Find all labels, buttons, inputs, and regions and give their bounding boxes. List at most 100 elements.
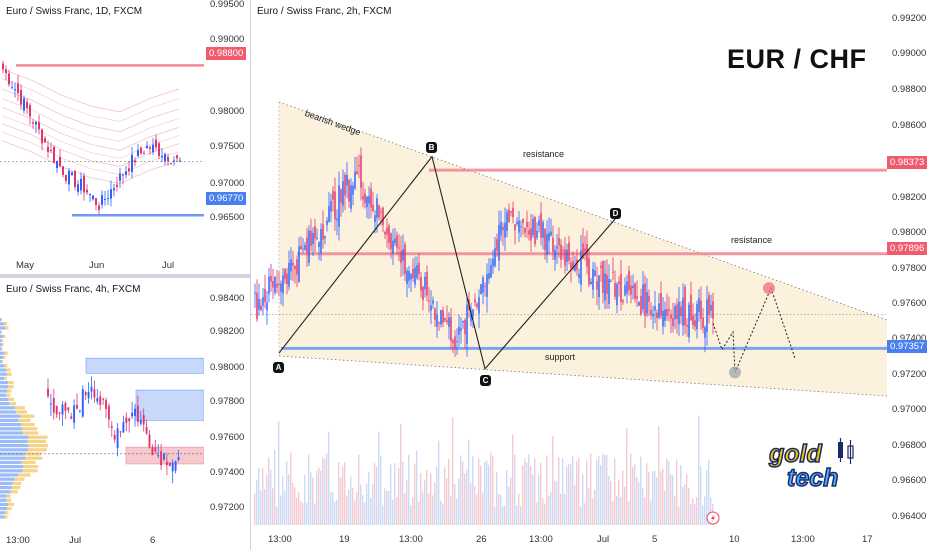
h2-chart-pane[interactable]: Euro / Swiss Franc, 2h, FXCM EUR / CHF b…: [251, 0, 887, 530]
h2-time-axis[interactable]: 13:00 19 13:00 26 13:00 Jul 5 10 13:00 1…: [251, 530, 887, 550]
volume-bar: [572, 456, 574, 525]
candle-body: [472, 309, 474, 316]
daily-chart-pane[interactable]: Euro / Swiss Franc, 1D, FXCM: [0, 0, 204, 272]
candle-body: [61, 404, 64, 415]
volume-profile-bar: [6, 498, 12, 502]
volume-bar: [298, 491, 300, 525]
candle-body: [542, 222, 544, 238]
volume-bar: [422, 491, 424, 525]
candle-body: [520, 226, 522, 228]
candle-body: [418, 262, 420, 274]
volume-bar: [256, 479, 258, 525]
volume-bar: [528, 454, 530, 525]
candle-body: [364, 193, 366, 204]
candle-body: [145, 426, 148, 434]
h4-y-tick: 0.98000: [210, 362, 245, 373]
pane-separator-vertical[interactable]: [250, 0, 251, 550]
volume-bar: [284, 490, 286, 525]
candle-body: [604, 273, 606, 301]
h2-y-tick: 0.98000: [892, 227, 927, 238]
candle-body: [296, 259, 298, 275]
candle-body: [430, 305, 432, 311]
candle-body: [596, 280, 598, 290]
candle-body: [712, 301, 714, 319]
h2-y-tick: 0.97000: [892, 404, 927, 415]
volume-profile-bar: [0, 372, 8, 376]
candle-body: [598, 275, 600, 298]
volume-profile-bar: [0, 418, 19, 422]
candle-body: [626, 281, 628, 294]
volume-bar: [678, 506, 680, 525]
candle-body: [408, 271, 410, 281]
candle-body: [478, 297, 480, 314]
pane-separator[interactable]: [0, 274, 250, 278]
candle-body: [664, 309, 666, 321]
volume-profile-bar: [4, 351, 8, 355]
volume-bar: [418, 501, 420, 525]
volume-bar: [476, 494, 478, 525]
volume-profile-bar: [0, 435, 29, 439]
volume-bar: [452, 417, 454, 525]
candle-body: [86, 189, 88, 193]
volume-bar: [378, 431, 380, 525]
moving-average-ribbon: [1, 98, 180, 142]
volume-bar: [670, 474, 672, 525]
candle-body: [58, 412, 61, 414]
h2-y-tick: 0.96800: [892, 440, 927, 451]
candle-body: [652, 313, 654, 317]
moving-average-ribbon: [1, 88, 180, 133]
candle-body: [694, 320, 696, 327]
volume-profile-bar: [0, 334, 4, 338]
h4-price-axis[interactable]: 0.98400 0.98200 0.98000 0.97800 0.97600 …: [204, 278, 250, 536]
volume-bar: [364, 502, 366, 525]
volume-bar: [638, 481, 640, 525]
candle-body: [532, 218, 534, 236]
volume-profile-bar: [0, 456, 26, 460]
lightning-icon[interactable]: [706, 511, 720, 525]
candle-body: [151, 447, 154, 456]
candle-body: [62, 166, 64, 175]
volume-profile-bar: [15, 406, 26, 410]
point-d-label: D: [610, 208, 621, 219]
candle-body: [682, 297, 684, 326]
candle-body: [254, 292, 256, 294]
volume-bar: [526, 462, 528, 525]
candle-body: [642, 284, 644, 310]
volume-profile-bar: [0, 439, 28, 443]
candle-body: [446, 320, 448, 323]
candle-body: [47, 146, 49, 152]
volume-profile-bar: [20, 414, 35, 418]
candle-body: [356, 171, 358, 175]
daily-price-axis[interactable]: 0.99500 0.99000 0.98000 0.97500 0.97000 …: [204, 0, 250, 272]
candle-body: [177, 457, 180, 460]
h4-chart-pane[interactable]: Euro / Swiss Franc, 4h, FXCM: [0, 278, 204, 536]
volume-bar: [672, 475, 674, 525]
volume-bar: [482, 492, 484, 525]
candle-body: [122, 422, 125, 433]
candle-body: [600, 265, 602, 268]
volume-bar: [396, 496, 398, 525]
volume-profile-bar: [22, 465, 39, 469]
candle-body: [610, 281, 612, 283]
candle-body: [354, 171, 356, 189]
volume-bar: [460, 455, 462, 525]
h4-supply-zone: [135, 389, 204, 421]
wedge-lower-trendline: [278, 355, 887, 397]
volume-bar: [336, 499, 338, 525]
volume-profile-bar: [0, 326, 6, 330]
h2-price-axis[interactable]: 0.99200 0.99000 0.98800 0.98600 0.98200 …: [887, 0, 932, 530]
moving-average-ribbon: [1, 131, 180, 175]
volume-profile-bar: [0, 364, 5, 368]
volume-bar: [324, 458, 326, 525]
support-price-tag: 0.97357: [887, 340, 928, 353]
volume-bar: [654, 471, 656, 525]
volume-bar: [574, 484, 576, 525]
volume-bar: [622, 470, 624, 525]
candle-body: [690, 294, 692, 320]
candle-body: [378, 205, 380, 218]
volume-profile-bar: [0, 444, 29, 448]
volume-bar: [686, 473, 688, 525]
volume-bar: [258, 468, 260, 525]
volume-profile-bar: [28, 435, 48, 439]
volume-bar: [492, 455, 494, 525]
